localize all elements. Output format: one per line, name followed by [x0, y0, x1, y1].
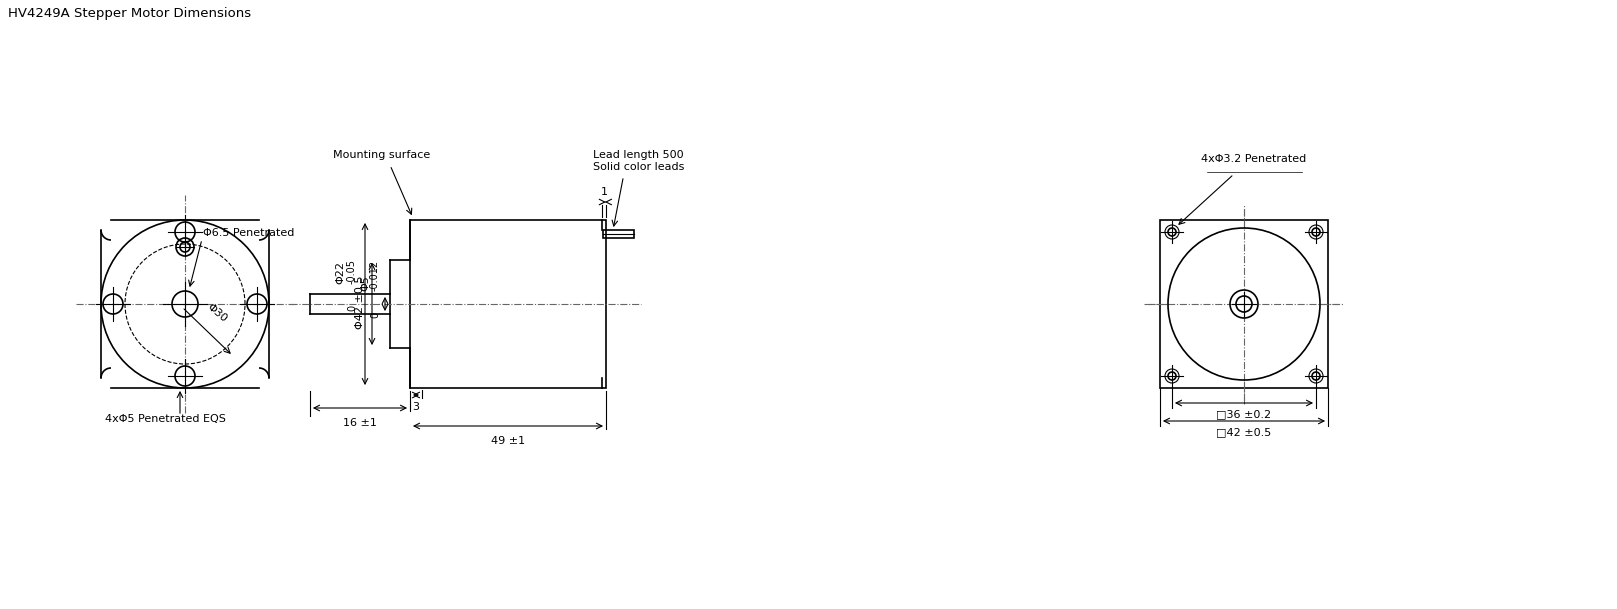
Text: Φ30: Φ30 [205, 301, 230, 324]
Text: 3: 3 [412, 402, 419, 412]
Text: Φ22: Φ22 [335, 261, 344, 284]
Text: Solid color leads: Solid color leads [593, 162, 684, 172]
Bar [1159, 220, 1328, 388]
Text: □42 ±0.5: □42 ±0.5 [1216, 427, 1271, 437]
Text: -0.012: -0.012 [370, 260, 380, 291]
Text: 4xΦ5 Penetrated EQS: 4xΦ5 Penetrated EQS [105, 414, 226, 424]
Text: Φ6.5 Penetrated: Φ6.5 Penetrated [204, 228, 294, 238]
Text: 1: 1 [600, 187, 608, 197]
Text: HV4249A Stepper Motor Dimensions: HV4249A Stepper Motor Dimensions [8, 7, 251, 20]
Text: 49 ±1: 49 ±1 [492, 436, 526, 446]
Bar [603, 230, 634, 238]
Text: Mounting surface: Mounting surface [333, 150, 430, 160]
Text: -0.05: -0.05 [348, 259, 357, 284]
Text: 16 ±1: 16 ±1 [343, 418, 377, 428]
Text: 0: 0 [348, 305, 357, 311]
Text: Φ42 ±0.5: Φ42 ±0.5 [356, 275, 365, 329]
Text: Φ5: Φ5 [361, 275, 370, 291]
Text: 4xΦ3.2 Penetrated: 4xΦ3.2 Penetrated [1201, 154, 1307, 164]
Text: Lead length 500: Lead length 500 [593, 150, 684, 160]
Text: 0: 0 [370, 312, 380, 318]
Text: □36 ±0.2: □36 ±0.2 [1216, 409, 1271, 419]
Bar [411, 220, 606, 388]
